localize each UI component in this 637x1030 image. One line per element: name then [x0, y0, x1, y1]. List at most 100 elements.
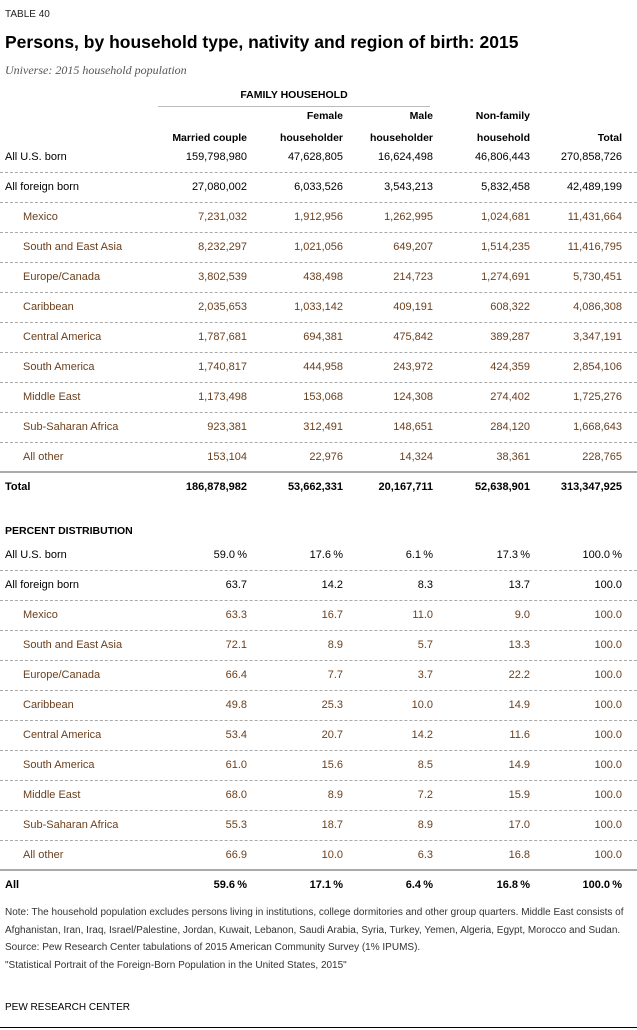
report-title: "Statistical Portrait of the Foreign-Bor… [5, 959, 347, 971]
cell-value: 153,104 [207, 451, 247, 463]
cell-value: 1,740,817 [198, 361, 247, 373]
table-row: South and East Asia 8,232,297 1,021,056 649… [0, 233, 637, 263]
cell-value: 186,878,982 [185, 481, 247, 493]
column-header: Female [306, 110, 343, 122]
cell-value: 124,308 [393, 391, 433, 403]
cell-value: 153,068 [303, 391, 343, 403]
table-row: Caribbean 2,035,653 1,033,142 409,191 608,32… [0, 293, 637, 323]
table-row: South America 61.0 15.6 8.5 14.9 100.0 [0, 751, 637, 781]
cell-value: 20,167,711 [378, 481, 433, 493]
row-label: South and East Asia [23, 639, 123, 651]
cell-value: 444,958 [303, 361, 343, 373]
cell-value: 100.0 [594, 789, 622, 801]
percent-sign: % [333, 879, 343, 891]
table-row: Central America 53.4 20.7 14.2 11.6 100.0 [0, 721, 637, 751]
cell-value: 313,347,925 [560, 481, 622, 493]
family-household-header: FAMILY HOUSEHOLD [158, 89, 430, 107]
table-row: Total 186,878,982 53,662,331 20,167,711 52,6… [0, 473, 637, 503]
column-header: householder [279, 132, 343, 144]
percent-sign: % [520, 879, 530, 891]
cell-value: 10.0 [321, 849, 343, 861]
cell-value: 1,787,681 [198, 331, 247, 343]
cell-value: 6.1 [405, 549, 421, 561]
cell-value: 16,624,498 [377, 151, 433, 163]
cell-value: 68.0 [225, 789, 247, 801]
cell-value: 53,662,331 [287, 481, 343, 493]
cell-value: 4,086,308 [573, 301, 622, 313]
cell-value: 13.7 [508, 579, 530, 591]
row-label: All [5, 879, 20, 891]
table-row: South and East Asia 72.1 8.9 5.7 13.3 100.0 [0, 631, 637, 661]
percent-sign: % [237, 879, 247, 891]
table-row: Central America 1,787,681 694,381 475,842 38… [0, 323, 637, 353]
cell-value: 16.8 [508, 849, 530, 861]
cell-value: 3,802,539 [198, 271, 247, 283]
column-header: Non-family [475, 110, 530, 122]
cell-value: 11,416,795 [567, 241, 622, 253]
cell-value: 22.2 [508, 669, 530, 681]
cell-value: 15.6 [321, 759, 343, 771]
cell-value: 72.1 [225, 639, 247, 651]
bottom-rule [0, 1027, 637, 1028]
cell-value: 1,514,235 [481, 241, 530, 253]
cell-value: 100.0 [594, 759, 622, 771]
cell-value: 7.7 [327, 669, 343, 681]
table-row: Sub-Saharan Africa 55.3 18.7 8.9 17.0 100.0 [0, 811, 637, 841]
cell-value: 6.3 [417, 849, 433, 861]
percent-sign: % [423, 879, 433, 891]
cell-value: 17.6 [309, 549, 331, 561]
percent-sign: % [612, 549, 622, 561]
cell-value: 1,725,276 [573, 391, 622, 403]
cell-value: 52,638,901 [474, 481, 530, 493]
cell-value: 1,033,142 [294, 301, 343, 313]
column-header: Total [597, 132, 622, 144]
table-row: Middle East 68.0 8.9 7.2 15.9 100.0 [0, 781, 637, 811]
row-label: Caribbean [23, 699, 74, 711]
percent-sign: % [423, 549, 433, 561]
row-label: Mexico [23, 609, 58, 621]
cell-value: 14.2 [321, 579, 343, 591]
row-label: All U.S. born [5, 151, 67, 163]
cell-value: 243,972 [393, 361, 433, 373]
cell-value: 424,359 [490, 361, 530, 373]
cell-value: 5,832,458 [481, 181, 530, 193]
cell-value: 27,080,002 [191, 181, 247, 193]
notes: Note: The household population excludes … [5, 904, 630, 974]
cell-value: 1,668,643 [573, 421, 622, 433]
row-label: Europe/Canada [23, 271, 101, 283]
cell-value: 38,361 [496, 451, 530, 463]
cell-value: 1,021,056 [294, 241, 343, 253]
cell-value: 66.4 [225, 669, 247, 681]
cell-value: 15.9 [508, 789, 530, 801]
row-label: Middle East [23, 391, 81, 403]
table-row: Europe/Canada 66.4 7.7 3.7 22.2 100.0 [0, 661, 637, 691]
cell-value: 18.7 [321, 819, 343, 831]
cell-value: 100.0 [594, 669, 622, 681]
cell-value: 8.9 [327, 789, 343, 801]
cell-value: 59.6 [213, 879, 235, 891]
percent-sign: % [333, 549, 343, 561]
cell-value: 11.0 [412, 609, 433, 621]
cell-value: 100.0 [594, 729, 622, 741]
row-label: Central America [23, 331, 102, 343]
cell-value: 159,798,980 [185, 151, 247, 163]
row-label: Europe/Canada [23, 669, 101, 681]
cell-value: 312,491 [303, 421, 343, 433]
pew-footer: PEW RESEARCH CENTER [5, 1002, 131, 1013]
cell-value: 16.8 [496, 879, 518, 891]
percent-distribution-header: PERCENT DISTRIBUTION [5, 525, 133, 537]
row-label: Caribbean [23, 301, 74, 313]
cell-value: 7,231,032 [198, 211, 247, 223]
table-row: All other 153,104 22,976 14,324 38,361 228,76… [0, 443, 637, 473]
table-row: All 59.6% 17.1% 6.4% 16.8% 100.0% [0, 871, 637, 901]
cell-value: 100.0 [594, 609, 622, 621]
cell-value: 66.9 [225, 849, 247, 861]
cell-value: 5.7 [417, 639, 433, 651]
table-row: Middle East 1,173,498 153,068 124,308 274,40… [0, 383, 637, 413]
column-header: Male [409, 110, 433, 122]
cell-value: 923,381 [207, 421, 247, 433]
cell-value: 49.8 [225, 699, 247, 711]
row-label: Central America [23, 729, 102, 741]
cell-value: 17.1 [309, 879, 331, 891]
page-title: Persons, by household type, nativity and… [5, 32, 519, 52]
